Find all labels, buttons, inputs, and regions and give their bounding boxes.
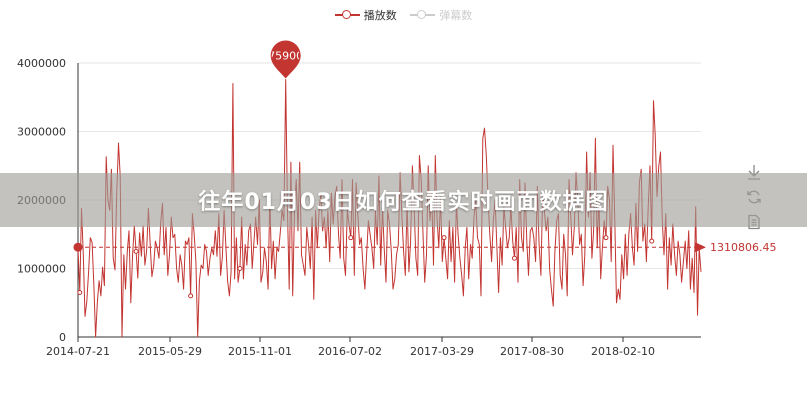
legend-item-plays[interactable]: 播放数 bbox=[334, 7, 397, 23]
mark-line-arrow bbox=[695, 242, 706, 253]
max-mark-pin bbox=[270, 40, 301, 79]
data-point bbox=[603, 235, 609, 241]
legend-label: 弹幕数 bbox=[439, 9, 473, 22]
legend-item-danmaku[interactable]: 弹幕数 bbox=[410, 7, 472, 23]
x-tick-label: 2015-05-29 bbox=[138, 345, 202, 358]
x-tick-label: 2014-07-21 bbox=[46, 345, 110, 358]
y-tick-label: 1000000 bbox=[17, 263, 66, 276]
x-tick-label: 2017-08-30 bbox=[500, 345, 564, 358]
x-tick-label: 2017-03-29 bbox=[410, 345, 474, 358]
data-point bbox=[649, 238, 655, 244]
y-tick-label: 4000000 bbox=[17, 57, 66, 70]
line-circle-icon bbox=[334, 9, 360, 21]
y-tick-label: 0 bbox=[59, 331, 66, 344]
title-banner: 往年01月03日如何查看实时画面数据图 bbox=[0, 173, 807, 227]
chart-legend: 播放数 弹幕数 bbox=[0, 7, 807, 24]
mark-line-start-dot bbox=[73, 242, 83, 252]
line-circle-icon bbox=[410, 9, 436, 21]
mark-line-label: 1310806.45 bbox=[710, 241, 776, 254]
y-tick-label: 3000000 bbox=[17, 126, 66, 139]
data-point bbox=[188, 293, 194, 299]
data-point bbox=[237, 266, 243, 271]
x-tick-label: 2015-11-01 bbox=[228, 345, 292, 358]
data-point bbox=[77, 289, 83, 295]
x-tick-label: 2018-02-10 bbox=[591, 345, 655, 358]
max-mark-label: 3759000 bbox=[261, 50, 310, 63]
data-point bbox=[133, 248, 139, 254]
data-point bbox=[348, 235, 354, 241]
data-point bbox=[511, 255, 517, 261]
banner-title: 往年01月03日如何查看实时画面数据图 bbox=[198, 190, 609, 215]
legend-label: 播放数 bbox=[363, 9, 397, 22]
data-point bbox=[441, 235, 447, 241]
x-tick-label: 2016-07-02 bbox=[318, 345, 382, 358]
